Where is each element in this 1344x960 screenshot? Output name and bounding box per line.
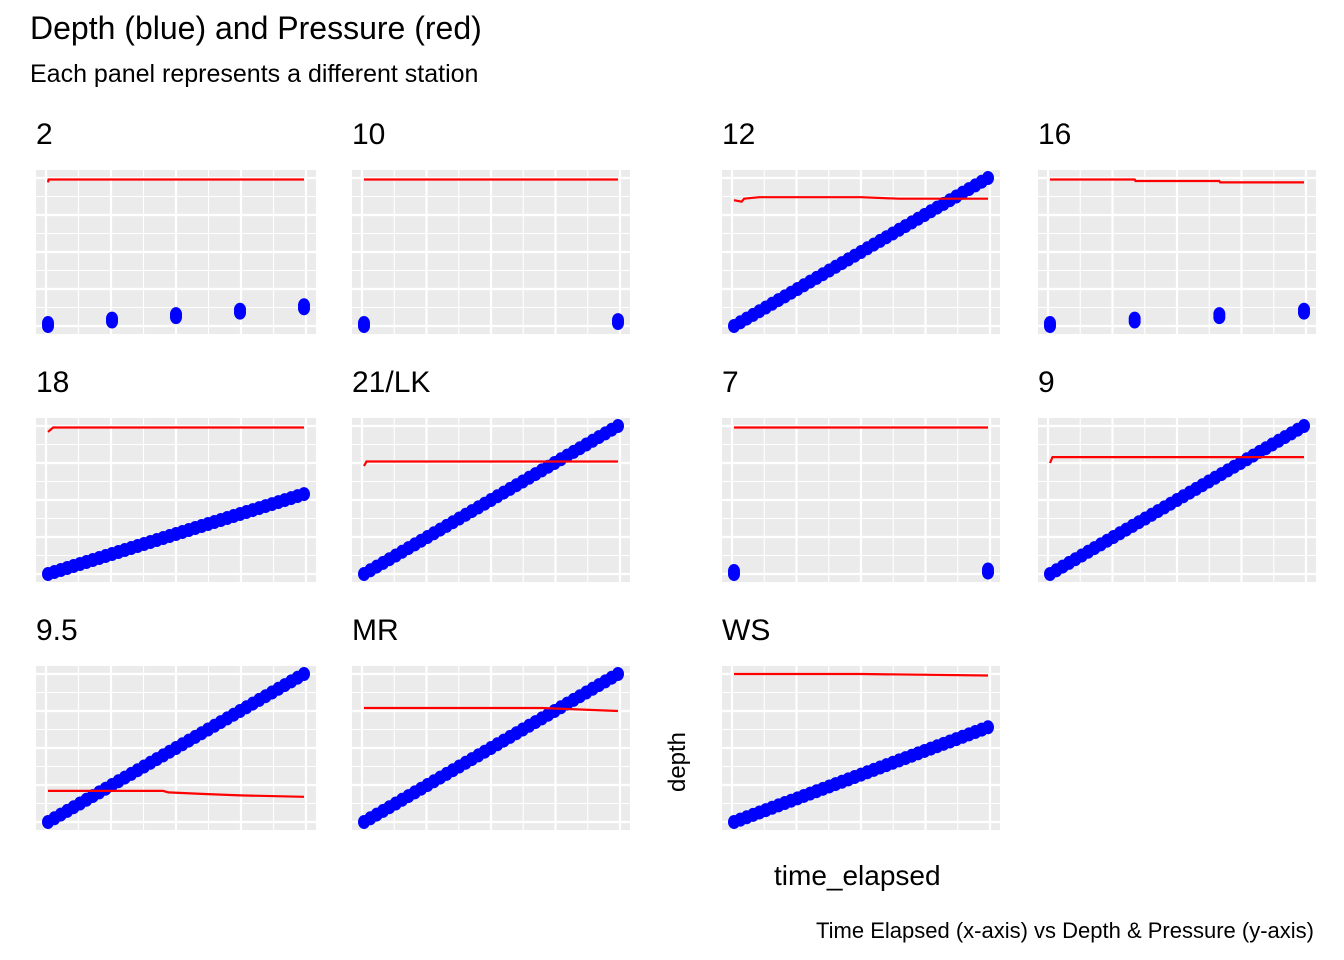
facet-label: MR: [352, 614, 399, 647]
facet-panel-7: [722, 418, 1000, 582]
depth-point: [1213, 307, 1226, 322]
depth-point: [1044, 316, 1056, 331]
depth-point: [1298, 419, 1310, 433]
facet-label: 9: [1038, 366, 1055, 399]
facet-label: 21/LK: [352, 366, 431, 399]
pressure-line: [733, 196, 988, 203]
pressure-line: [46, 178, 304, 183]
facet-label: 16: [1038, 118, 1072, 151]
facet-panel-4: [1038, 170, 1316, 334]
depth-point: [982, 720, 994, 735]
facet-panel-9: [36, 666, 316, 830]
facet-label: 10: [352, 118, 386, 151]
facet-label: 7: [722, 366, 739, 399]
facet-panel-10: [352, 666, 630, 830]
depth-point: [170, 307, 182, 322]
facet-panel-8: [1038, 418, 1316, 582]
pressure-line: [734, 672, 989, 677]
chart-title: Depth (blue) and Pressure (red): [30, 10, 482, 46]
depth-point: [358, 316, 370, 331]
y-axis-label: depth: [664, 731, 692, 793]
pressure-line: [364, 706, 619, 713]
depth-point: [298, 298, 310, 313]
pressure-line: [47, 426, 304, 433]
depth-point: [298, 667, 310, 681]
facet-panel-1: [36, 170, 316, 334]
depth-point: [728, 564, 740, 579]
pressure-line: [48, 789, 305, 798]
facet-panel-3: [722, 170, 1000, 334]
facet-panel-2: [352, 170, 630, 334]
depth-point: [1298, 302, 1310, 317]
pressure-line: [1048, 456, 1304, 464]
depth-point: [106, 311, 118, 326]
pressure-line: [363, 460, 618, 467]
facet-label: 9.5: [36, 614, 78, 647]
facet-panel-6: [352, 418, 630, 582]
facet-label: 12: [722, 118, 756, 151]
depth-point: [1128, 311, 1141, 326]
depth-point: [42, 316, 54, 331]
depth-point: [612, 667, 624, 681]
depth-point: [234, 302, 246, 317]
pressure-line: [1050, 178, 1304, 184]
depth-point: [612, 313, 624, 328]
facet-panel-11: [722, 666, 1000, 830]
depth-point: [982, 171, 994, 185]
chart-subtitle: Each panel represents a different statio…: [30, 60, 479, 88]
x-axis-label: time_elapsed: [774, 860, 941, 891]
chart-caption: Time Elapsed (x-axis) vs Depth & Pressur…: [816, 918, 1314, 943]
depth-point: [612, 419, 624, 433]
depth-point: [982, 562, 994, 577]
facet-label: 2: [36, 118, 53, 151]
facet-label: WS: [722, 614, 771, 647]
depth-point: [298, 487, 310, 502]
facet-label: 18: [36, 366, 70, 399]
facet-panel-5: [36, 418, 316, 582]
